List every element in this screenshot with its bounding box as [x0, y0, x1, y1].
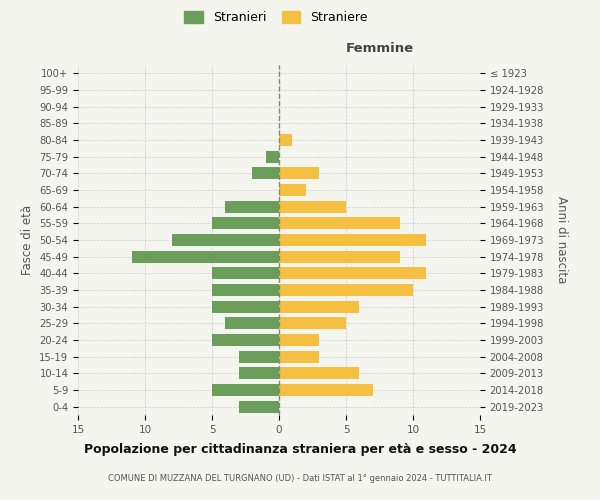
Bar — [279, 268, 427, 280]
Bar — [279, 318, 346, 330]
Bar — [131, 250, 279, 262]
Bar — [279, 384, 373, 396]
Legend: Stranieri, Straniere: Stranieri, Straniere — [179, 6, 373, 29]
Bar — [279, 368, 359, 380]
Y-axis label: Anni di nascita: Anni di nascita — [556, 196, 568, 284]
Bar — [279, 218, 400, 230]
Bar — [226, 200, 279, 212]
Bar — [279, 234, 427, 246]
Bar — [279, 284, 413, 296]
Bar — [212, 334, 279, 346]
Bar — [212, 218, 279, 230]
Text: Femmine: Femmine — [346, 42, 413, 54]
Bar — [279, 200, 346, 212]
Y-axis label: Fasce di età: Fasce di età — [20, 205, 34, 275]
Bar — [172, 234, 279, 246]
Bar — [279, 134, 292, 146]
Bar — [279, 300, 359, 312]
Bar — [239, 368, 279, 380]
Bar — [266, 150, 279, 162]
Text: Popolazione per cittadinanza straniera per età e sesso - 2024: Popolazione per cittadinanza straniera p… — [83, 442, 517, 456]
Bar — [252, 168, 279, 179]
Bar — [239, 350, 279, 362]
Bar — [279, 334, 319, 346]
Bar — [279, 168, 319, 179]
Bar — [226, 318, 279, 330]
Bar — [212, 268, 279, 280]
Bar — [239, 400, 279, 412]
Bar — [279, 250, 400, 262]
Bar — [212, 300, 279, 312]
Bar — [212, 284, 279, 296]
Text: COMUNE DI MUZZANA DEL TURGNANO (UD) - Dati ISTAT al 1° gennaio 2024 - TUTTITALIA: COMUNE DI MUZZANA DEL TURGNANO (UD) - Da… — [108, 474, 492, 483]
Bar — [279, 184, 306, 196]
Bar — [279, 350, 319, 362]
Bar — [212, 384, 279, 396]
